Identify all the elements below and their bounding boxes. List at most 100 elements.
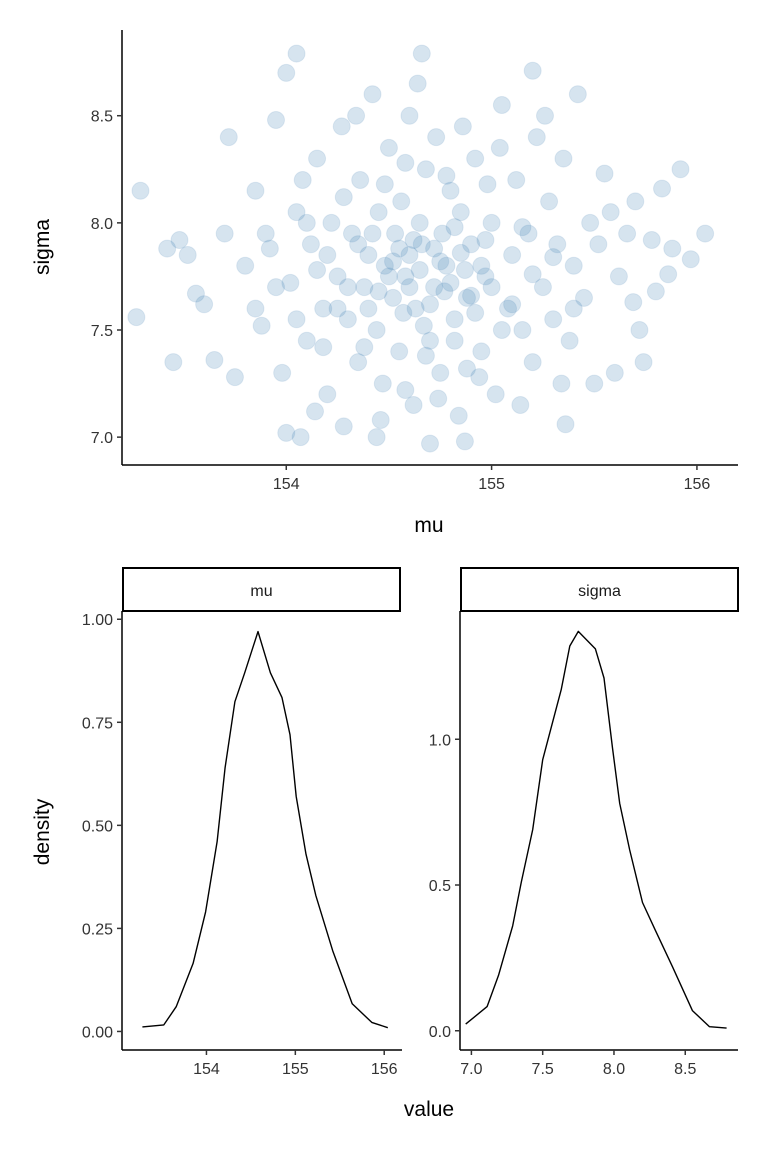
scatter-point — [425, 278, 444, 297]
scatter-point — [342, 224, 361, 243]
scatter-point — [671, 160, 690, 179]
x-tick-label: 155 — [282, 1061, 309, 1078]
scatter-point — [472, 342, 491, 361]
scatter-point — [412, 235, 431, 254]
scatter-point — [492, 96, 511, 114]
scatter-point — [437, 256, 456, 275]
scatter-point — [314, 299, 333, 318]
scatter-point — [367, 428, 386, 447]
scatter-point — [359, 246, 378, 264]
scatter-point — [371, 411, 390, 429]
scatter-point — [406, 299, 425, 318]
scatter-point — [634, 353, 653, 372]
scatter-point — [457, 359, 476, 378]
scatter-point — [451, 203, 470, 222]
scatter-point — [523, 265, 542, 284]
scatter-point — [373, 374, 392, 393]
scatter-point — [455, 432, 474, 451]
x-tick-label: 154 — [193, 1061, 220, 1078]
scatter-point — [589, 235, 608, 254]
strip-label-sigma: sigma — [578, 583, 621, 600]
scatter-point — [431, 252, 450, 271]
scatter-point — [178, 246, 197, 264]
scatter-point — [696, 224, 715, 243]
scatter-point — [349, 353, 368, 372]
scatter-point — [332, 117, 351, 136]
scatter-point — [246, 181, 265, 200]
scatter-point — [511, 396, 530, 414]
scatter-point — [318, 385, 337, 404]
scatter-point — [435, 282, 454, 301]
scatter-point — [626, 192, 645, 211]
x-tick-label: 8.0 — [603, 1061, 625, 1078]
scatter-point — [375, 256, 394, 275]
scatter-point — [291, 428, 310, 447]
scatter-point — [297, 331, 316, 350]
scatter-point — [466, 303, 485, 322]
scatter-point — [410, 261, 429, 279]
density-curve — [465, 630, 727, 1029]
density-x-title: value — [404, 1098, 454, 1121]
y-tick-label: 0.75 — [82, 715, 113, 732]
scatter-point — [367, 321, 386, 339]
scatter-point — [318, 246, 337, 264]
scatter-point — [349, 235, 368, 254]
scatter-point — [379, 138, 398, 157]
scatter-point — [421, 434, 439, 453]
x-tick-label: 8.5 — [674, 1061, 696, 1078]
scatter-point — [355, 338, 374, 357]
scatter-point — [462, 235, 481, 254]
scatter-point — [646, 282, 665, 301]
scatter-point — [363, 85, 382, 104]
scatter-point — [425, 239, 444, 258]
scatter-point — [540, 192, 559, 211]
scatter-point — [552, 374, 571, 393]
x-tick-label: 7.5 — [532, 1061, 554, 1078]
scatter-point — [369, 282, 388, 301]
scatter-point — [421, 331, 439, 350]
scatter-point — [482, 278, 501, 297]
scatter-point — [281, 273, 300, 292]
scatter-point — [437, 166, 456, 185]
scatter-point — [256, 224, 275, 243]
scatter-point — [445, 218, 464, 237]
scatter-point — [267, 278, 285, 297]
strip-mu — [122, 567, 401, 612]
x-tick-label: 156 — [684, 476, 711, 493]
scatter-point — [560, 331, 579, 350]
scatter-point — [308, 149, 327, 168]
scatter-point — [236, 256, 255, 275]
scatter-x-title: mu — [414, 514, 443, 537]
scatter-point — [328, 299, 347, 318]
scatter-point — [472, 256, 491, 275]
scatter-point — [404, 396, 423, 414]
scatter-point — [523, 61, 542, 80]
x-tick-label: 155 — [478, 476, 505, 493]
scatter-point — [369, 203, 388, 222]
scatter-point — [314, 338, 333, 357]
scatter-point — [308, 261, 327, 279]
y-tick-label: 7.5 — [91, 323, 113, 340]
scatter-point — [585, 374, 604, 393]
scatter-point — [466, 149, 485, 168]
scatter-point — [618, 224, 637, 243]
y-tick-label: 0.25 — [82, 921, 113, 938]
scatter-point — [412, 44, 431, 63]
scatter-point — [455, 261, 474, 279]
scatter-point — [564, 299, 583, 318]
scatter-point — [277, 423, 296, 442]
scatter-point — [400, 278, 419, 297]
scatter-point — [246, 299, 265, 318]
scatter-point — [441, 273, 460, 292]
scatter-point — [490, 138, 509, 157]
scatter-point — [410, 213, 429, 232]
scatter-point — [605, 363, 624, 382]
x-tick-label: 154 — [273, 476, 300, 493]
scatter-point — [225, 368, 244, 387]
density-y-title: density — [31, 798, 54, 865]
scatter-point — [492, 321, 511, 339]
scatter-point — [293, 171, 312, 189]
scatter-point — [535, 106, 554, 125]
scatter-point — [359, 299, 378, 318]
